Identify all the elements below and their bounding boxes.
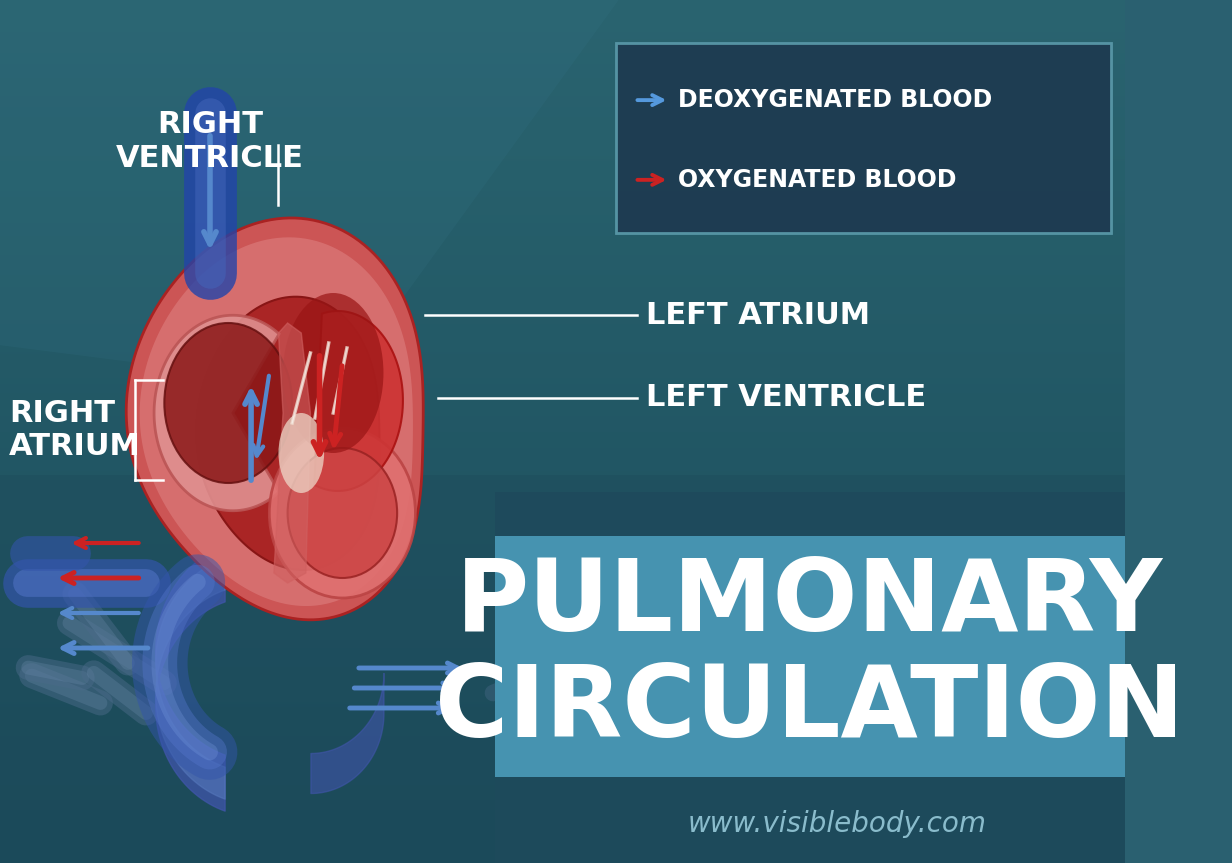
Polygon shape — [126, 218, 424, 620]
Polygon shape — [154, 315, 280, 511]
Text: LEFT ATRIUM: LEFT ATRIUM — [647, 300, 871, 330]
Ellipse shape — [278, 413, 324, 493]
Bar — [495, 536, 1125, 777]
Text: PULMONARY: PULMONARY — [456, 555, 1163, 652]
Bar — [616, 43, 1111, 233]
Ellipse shape — [287, 448, 397, 578]
Ellipse shape — [283, 293, 383, 453]
Text: DEOXYGENATED BLOOD: DEOXYGENATED BLOOD — [679, 88, 993, 112]
Bar — [0, 475, 1125, 863]
Text: CIRCULATION: CIRCULATION — [435, 661, 1184, 758]
Polygon shape — [314, 311, 403, 491]
Text: LEFT VENTRICLE: LEFT VENTRICLE — [647, 383, 926, 413]
Bar — [495, 492, 1125, 863]
Polygon shape — [274, 323, 310, 583]
Polygon shape — [139, 237, 413, 606]
Text: www.visiblebody.com: www.visiblebody.com — [687, 810, 987, 838]
Polygon shape — [196, 297, 379, 570]
Text: OXYGENATED BLOOD: OXYGENATED BLOOD — [679, 167, 957, 192]
Text: RIGHT
ATRIUM: RIGHT ATRIUM — [9, 399, 140, 462]
Ellipse shape — [164, 323, 292, 483]
Text: RIGHT
VENTRICLE: RIGHT VENTRICLE — [116, 110, 304, 173]
Ellipse shape — [270, 428, 415, 598]
Polygon shape — [0, 0, 618, 388]
